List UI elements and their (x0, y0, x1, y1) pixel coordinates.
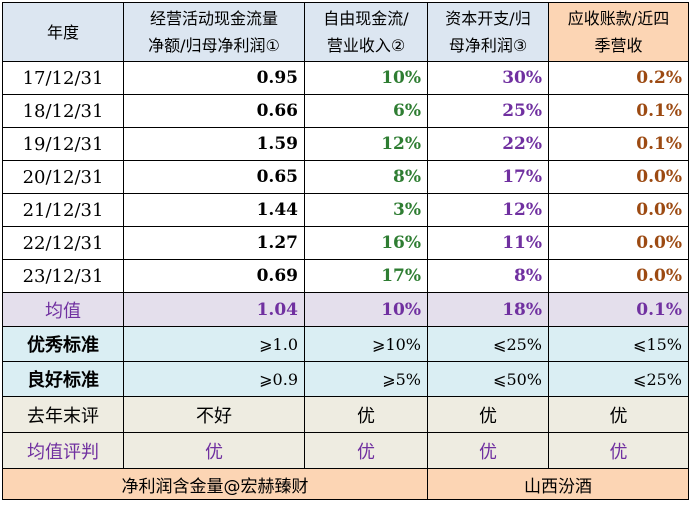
footer-title: 净利润含金量@宏赫臻财 (2, 468, 428, 500)
fcf-ratio-cell: 6% (304, 94, 428, 128)
header-cashflow-ratio: 经营活动现金流量 净额/归母净利润① (123, 2, 305, 62)
last-year-eval-cashflow: 不好 (123, 396, 305, 433)
average-eval-cashflow: 优 (123, 432, 305, 469)
average-row: 均值 1.04 10% 18% 0.1% (2, 292, 689, 327)
year-cell: 17/12/31 (2, 61, 124, 95)
table-row: 18/12/31 0.66 6% 25% 0.1% (2, 94, 689, 128)
receivables-ratio-cell: 0.0% (548, 226, 689, 260)
header-fcf-ratio: 自由现金流/ 营业收入② (304, 2, 428, 62)
year-cell: 19/12/31 (2, 127, 124, 161)
average-eval-label: 均值评判 (2, 432, 124, 469)
average-capex-ratio: 18% (427, 292, 549, 327)
header-receivables-ratio: 应收账款/近四 季营收 (548, 2, 689, 62)
receivables-ratio-cell: 0.1% (548, 127, 689, 161)
fcf-ratio-cell: 10% (304, 61, 428, 95)
header-capex-ratio-line2: 母净利润③ (448, 36, 528, 55)
year-cell: 20/12/31 (2, 160, 124, 194)
good-fcf-threshold: ⩾5% (304, 361, 428, 397)
average-eval-fcf: 优 (304, 432, 428, 469)
good-capex-threshold: ⩽50% (427, 361, 549, 397)
footer-row: 净利润含金量@宏赫臻财 山西汾酒 (2, 468, 689, 500)
excellent-standard-row: 优秀标准 ⩾1.0 ⩾10% ⩽25% ⩽15% (2, 326, 689, 362)
receivables-ratio-cell: 0.2% (548, 61, 689, 95)
footer-company: 山西汾酒 (427, 468, 689, 500)
table-row: 21/12/31 1.44 3% 12% 0.0% (2, 193, 689, 227)
good-standard-label: 良好标准 (2, 361, 124, 397)
fcf-ratio-cell: 3% (304, 193, 428, 227)
good-cashflow-threshold: ⩾0.9 (123, 361, 305, 397)
table-row: 19/12/31 1.59 12% 22% 0.1% (2, 127, 689, 161)
year-cell: 21/12/31 (2, 193, 124, 227)
cashflow-ratio-cell: 0.69 (123, 259, 305, 293)
good-receivables-threshold: ⩽25% (548, 361, 689, 397)
header-capex-ratio: 资本开支/归 母净利润③ (427, 2, 549, 62)
header-fcf-ratio-line1: 自由现金流/ (323, 9, 409, 28)
average-label: 均值 (2, 292, 124, 327)
average-eval-receivables: 优 (548, 432, 689, 469)
cashflow-ratio-cell: 0.65 (123, 160, 305, 194)
capex-ratio-cell: 11% (427, 226, 549, 260)
capex-ratio-cell: 12% (427, 193, 549, 227)
header-row: 年度 经营活动现金流量 净额/归母净利润① 自由现金流/ 营业收入② 资本开支/… (2, 2, 689, 62)
year-cell: 23/12/31 (2, 259, 124, 293)
cashflow-ratio-cell: 1.59 (123, 127, 305, 161)
receivables-ratio-cell: 0.1% (548, 94, 689, 128)
capex-ratio-cell: 30% (427, 61, 549, 95)
capex-ratio-cell: 8% (427, 259, 549, 293)
average-eval-capex: 优 (427, 432, 549, 469)
cashflow-ratio-cell: 0.95 (123, 61, 305, 95)
cashflow-ratio-cell: 1.27 (123, 226, 305, 260)
receivables-ratio-cell: 0.0% (548, 193, 689, 227)
average-receivables-ratio: 0.1% (548, 292, 689, 327)
table-row: 22/12/31 1.27 16% 11% 0.0% (2, 226, 689, 260)
receivables-ratio-cell: 0.0% (548, 160, 689, 194)
cashflow-ratio-cell: 1.44 (123, 193, 305, 227)
last-year-eval-capex: 优 (427, 396, 549, 433)
header-cashflow-ratio-line1: 经营活动现金流量 (149, 9, 278, 28)
table-row: 17/12/31 0.95 10% 30% 0.2% (2, 61, 689, 95)
cashflow-ratio-cell: 0.66 (123, 94, 305, 128)
header-year: 年度 (2, 2, 124, 62)
header-capex-ratio-line1: 资本开支/归 (445, 9, 531, 28)
last-year-eval-label: 去年末评 (2, 396, 124, 433)
year-cell: 18/12/31 (2, 94, 124, 128)
receivables-ratio-cell: 0.0% (548, 259, 689, 293)
table-row: 23/12/31 0.69 17% 8% 0.0% (2, 259, 689, 293)
average-fcf-ratio: 10% (304, 292, 428, 327)
last-year-eval-receivables: 优 (548, 396, 689, 433)
year-cell: 22/12/31 (2, 226, 124, 260)
good-standard-row: 良好标准 ⩾0.9 ⩾5% ⩽50% ⩽25% (2, 361, 689, 397)
capex-ratio-cell: 25% (427, 94, 549, 128)
fcf-ratio-cell: 12% (304, 127, 428, 161)
table-row: 20/12/31 0.65 8% 17% 0.0% (2, 160, 689, 194)
fcf-ratio-cell: 16% (304, 226, 428, 260)
header-receivables-ratio-line2: 季营收 (594, 36, 643, 55)
header-cashflow-ratio-line2: 净额/归母净利润① (148, 36, 280, 55)
average-cashflow-ratio: 1.04 (123, 292, 305, 327)
excellent-fcf-threshold: ⩾10% (304, 326, 428, 362)
excellent-receivables-threshold: ⩽15% (548, 326, 689, 362)
financial-metrics-table: 年度 经营活动现金流量 净额/归母净利润① 自由现金流/ 营业收入② 资本开支/… (2, 2, 689, 500)
header-receivables-ratio-line1: 应收账款/近四 (567, 9, 670, 28)
last-year-eval-row: 去年末评 不好 优 优 优 (2, 396, 689, 433)
excellent-capex-threshold: ⩽25% (427, 326, 549, 362)
excellent-cashflow-threshold: ⩾1.0 (123, 326, 305, 362)
capex-ratio-cell: 17% (427, 160, 549, 194)
fcf-ratio-cell: 8% (304, 160, 428, 194)
average-eval-row: 均值评判 优 优 优 优 (2, 432, 689, 469)
fcf-ratio-cell: 17% (304, 259, 428, 293)
capex-ratio-cell: 22% (427, 127, 549, 161)
excellent-standard-label: 优秀标准 (2, 326, 124, 362)
last-year-eval-fcf: 优 (304, 396, 428, 433)
header-fcf-ratio-line2: 营业收入② (326, 36, 406, 55)
